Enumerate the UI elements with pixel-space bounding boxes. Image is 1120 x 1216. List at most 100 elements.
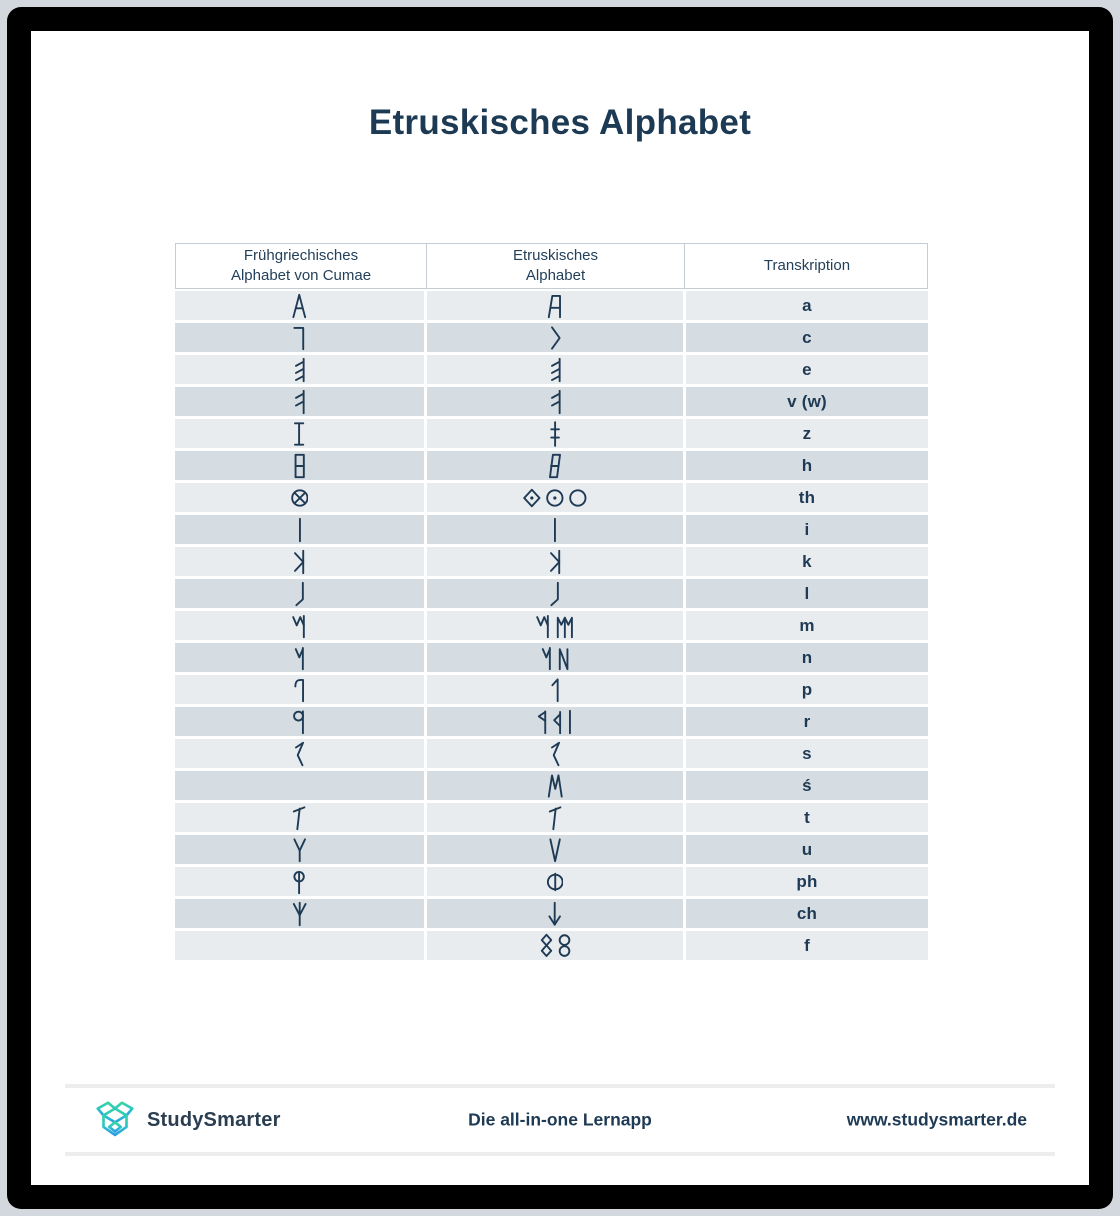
n-zigzag-tail-glyph — [541, 646, 551, 670]
greek-glyph-cell — [175, 803, 424, 832]
header-greek-column: Frühgriechisches Alphabet von Cumae — [230, 247, 372, 284]
greek-glyph-cell — [175, 739, 424, 768]
greek-glyph-cell — [175, 387, 424, 416]
transcription-cell: r — [686, 707, 928, 736]
r-triangle-bowl-glyph — [537, 709, 547, 734]
etruscan-glyph-cell — [427, 739, 683, 768]
f-diamond-eight-glyph — [540, 933, 552, 957]
footer: StudySmarter Die all-in-one Lernapp www.… — [31, 1092, 1089, 1148]
greek-glyph-cell — [175, 419, 424, 448]
s-lightning-glyph — [550, 741, 560, 766]
z-serif-i-glyph — [294, 421, 305, 446]
greek-glyph-cell — [175, 323, 424, 352]
transcription-value: s — [802, 743, 812, 763]
transcription-value: n — [801, 647, 813, 667]
m-zigzag-tail-glyph — [292, 614, 305, 638]
greek-glyph-cell — [175, 291, 424, 320]
alpha-pointed-glyph — [292, 293, 307, 318]
m-three-legs-glyph — [557, 616, 574, 638]
transcription-value: k — [802, 551, 812, 571]
a-reversed-glyph — [548, 294, 562, 318]
greek-glyph-cell — [175, 867, 424, 896]
e-mirrored-glyph — [295, 357, 305, 382]
transcription-cell: c — [686, 323, 928, 352]
m-zigzag-tail-glyph — [536, 614, 549, 638]
etruscan-glyph-cell — [427, 419, 683, 448]
c-chevron-glyph — [550, 325, 561, 350]
transcription-cell: p — [686, 675, 928, 704]
gamma-angle-glyph — [293, 326, 305, 350]
transcription-value: a — [802, 295, 812, 315]
transcription-cell: f — [686, 931, 928, 960]
transcription-value: z — [802, 423, 812, 443]
transcription-value: h — [801, 455, 813, 475]
f-round-eight-glyph — [558, 933, 570, 957]
t-tilted-glyph — [548, 805, 562, 830]
transcription-cell: n — [686, 643, 928, 672]
transcription-cell: e — [686, 355, 928, 384]
i-stroke-glyph — [298, 517, 301, 542]
l-hooked-glyph — [295, 581, 304, 606]
greek-glyph-cell — [175, 771, 424, 800]
transcription-value: u — [801, 839, 813, 859]
footer-divider-bottom — [65, 1152, 1055, 1156]
footer-website: www.studysmarter.de — [846, 1109, 1027, 1130]
transcription-cell: m — [686, 611, 928, 640]
k-mirrored-glyph — [294, 549, 305, 574]
n-zigzag-tail-glyph — [294, 646, 304, 670]
p-hooked-glyph — [294, 678, 304, 702]
transcription-cell: z — [686, 419, 928, 448]
transcription-value: l — [804, 583, 810, 603]
v-digamma-glyph — [295, 389, 305, 414]
r-mid-triangle-glyph — [552, 710, 561, 734]
transcription-value: r — [803, 711, 811, 731]
etruscan-glyph-cell — [427, 899, 683, 928]
brand-block: StudySmarter — [93, 1097, 281, 1143]
table-header-row: Frühgriechisches Alphabet von Cumae Etru… — [175, 243, 928, 289]
u-vee-glyph — [549, 837, 561, 862]
n-angular-glyph — [558, 647, 568, 670]
greek-glyph-cell — [175, 643, 424, 672]
transcription-cell: h — [686, 451, 928, 480]
transcription-value: f — [804, 935, 810, 955]
ph-circle-bar-glyph — [546, 872, 564, 891]
etruscan-glyph-cell — [427, 867, 683, 896]
transcription-value: e — [802, 359, 812, 379]
heta-box-glyph — [295, 453, 306, 478]
etruscan-glyph-cell — [427, 291, 683, 320]
etruscan-glyph-cell — [427, 931, 683, 960]
transcription-cell: u — [686, 835, 928, 864]
greek-glyph-cell — [175, 355, 424, 384]
etruscan-glyph-cell — [427, 547, 683, 576]
greek-glyph-cell — [175, 547, 424, 576]
z-double-bar-glyph — [550, 420, 560, 447]
transcription-value: t — [804, 807, 810, 827]
greek-glyph-cell — [175, 899, 424, 928]
etruscan-glyph-cell — [427, 355, 683, 384]
e-mirrored-glyph — [550, 357, 561, 382]
greek-glyph-cell — [175, 515, 424, 544]
transcription-cell: l — [686, 579, 928, 608]
etruscan-glyph-cell — [427, 675, 683, 704]
transcription-cell: i — [686, 515, 928, 544]
black-frame: Etruskisches Alphabet Frühgriechisches A… — [7, 7, 1113, 1209]
r-round-bowl-glyph — [293, 709, 305, 734]
greek-glyph-cell — [175, 611, 424, 640]
etruscan-glyph-cell — [427, 771, 683, 800]
transcription-value: c — [802, 327, 812, 347]
greek-glyph-cell — [175, 707, 424, 736]
u-upsilon-glyph — [293, 837, 306, 862]
sade-m-glyph — [547, 773, 563, 798]
ph-phi-glyph — [293, 870, 306, 894]
page-title: Etruskisches Alphabet — [368, 103, 752, 142]
alphabet-table: Frühgriechisches Alphabet von Cumae Etru… — [175, 243, 928, 960]
greek-glyph-cell — [175, 835, 424, 864]
transcription-value: th — [798, 487, 816, 507]
t-tilted-glyph — [293, 805, 306, 830]
etruscan-glyph-cell — [427, 483, 683, 512]
v-digamma-glyph — [550, 389, 561, 414]
transcription-cell: t — [686, 803, 928, 832]
i-stroke-glyph — [554, 517, 556, 542]
